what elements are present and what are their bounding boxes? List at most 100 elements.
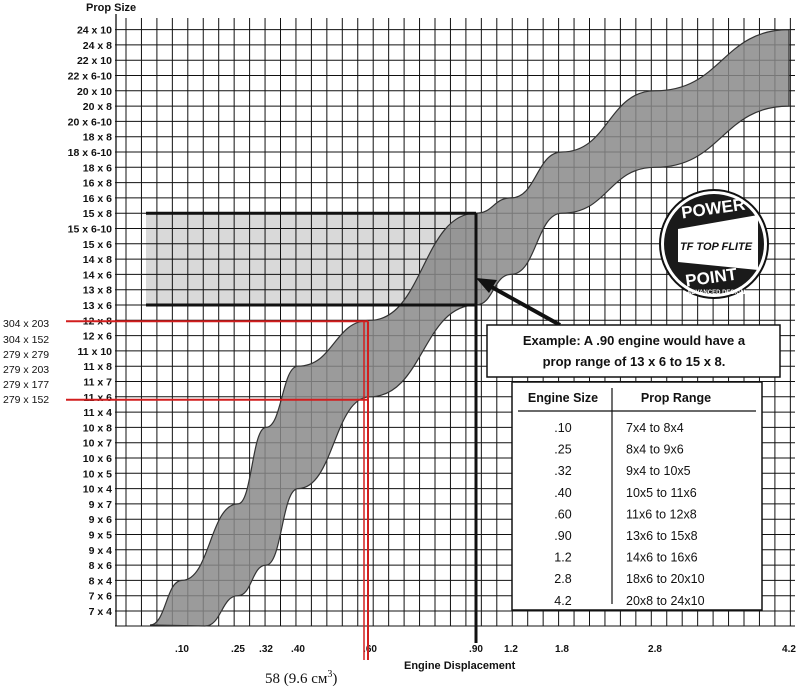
y-tick-label: 9 x 6 bbox=[89, 514, 113, 526]
x-tick-label: .90 bbox=[469, 644, 483, 655]
y-tick-label: 10 x 6 bbox=[83, 453, 112, 465]
x-tick-label: .60 bbox=[363, 644, 377, 655]
y-tick-label: 15 x 6-10 bbox=[68, 224, 113, 236]
table-cell-prop: 18x6 to 20x10 bbox=[626, 572, 705, 586]
table-cell-prop: 7x4 to 8x4 bbox=[626, 421, 684, 435]
y-tick-label: 20 x 6-10 bbox=[68, 116, 113, 128]
y-tick-label: 18 x 6-10 bbox=[68, 147, 113, 159]
table-cell-prop: 9x4 to 10x5 bbox=[626, 464, 691, 478]
y-tick-label: 11 x 8 bbox=[83, 361, 112, 373]
mm-labels: 304 x 203 304 x 152 279 x 279 279 x 203 279 … bbox=[0, 317, 66, 406]
logo-ring-text: ADVANCED DESIGN bbox=[687, 290, 745, 296]
y-tick-label: 10 x 8 bbox=[83, 422, 112, 434]
y-tick-label: 8 x 4 bbox=[89, 575, 113, 587]
y-tick-label: 11 x 4 bbox=[83, 407, 112, 419]
table-cell-engine: .32 bbox=[554, 464, 571, 478]
table-cell-engine: .25 bbox=[554, 443, 571, 457]
y-tick-label: 12 x 6 bbox=[83, 331, 112, 343]
y-tick-label: 7 x 6 bbox=[89, 591, 113, 603]
table-cell-prop: 13x6 to 15x8 bbox=[626, 529, 698, 543]
table-frame bbox=[511, 381, 763, 611]
mm-label-bg bbox=[0, 348, 66, 361]
y-tick-label: 14 x 8 bbox=[83, 254, 112, 266]
table-cell-prop: 14x6 to 16x6 bbox=[626, 551, 698, 565]
y-tick-label: 20 x 10 bbox=[77, 86, 112, 98]
y-tick-label: 22 x 6-10 bbox=[68, 71, 113, 83]
example-box-frame bbox=[486, 324, 781, 378]
mm-label-bg bbox=[0, 393, 66, 406]
x-tick-label: 1.2 bbox=[504, 644, 518, 655]
x-tick-label: .40 bbox=[291, 644, 305, 655]
mm-label: 304 x 152 bbox=[3, 334, 49, 346]
y-tick-label: 10 x 5 bbox=[83, 468, 112, 480]
table-header-prop: Prop Range bbox=[641, 391, 711, 405]
x-tick-label: 4.2 bbox=[782, 644, 796, 655]
y-tick-label: 16 x 8 bbox=[83, 178, 112, 190]
x-tick-label: .25 bbox=[231, 644, 245, 655]
bottom-note-text: 58 (9.6 см bbox=[265, 671, 328, 687]
x-tick-label: .32 bbox=[259, 644, 273, 655]
y-tick-label: 11 x 6 bbox=[83, 392, 112, 404]
y-axis-title: Prop Size bbox=[86, 2, 136, 14]
mm-label: 279 x 279 bbox=[3, 349, 49, 361]
x-tick-label: 2.8 bbox=[648, 644, 662, 655]
prop-range-band bbox=[149, 28, 790, 627]
mm-label-bg bbox=[0, 317, 66, 330]
mm-label: 304 x 203 bbox=[3, 318, 49, 330]
bottom-note-sup: 3 bbox=[327, 669, 332, 680]
example-arrowhead bbox=[476, 278, 497, 293]
table-cell-engine: .90 bbox=[554, 529, 571, 543]
table-header-engine: Engine Size bbox=[528, 391, 598, 405]
table-cell-prop: 11x6 to 12x8 bbox=[626, 507, 697, 521]
y-tick-label: 18 x 6 bbox=[83, 162, 112, 174]
y-tick-label: 16 x 6 bbox=[83, 193, 112, 205]
y-tick-label: 13 x 6 bbox=[83, 300, 112, 312]
table-cell-prop: 20x8 to 24x10 bbox=[626, 594, 705, 608]
engine-size-table: Engine Size Prop Range .10 7x4 to 8x4 .25 8… bbox=[511, 381, 763, 611]
y-axis-labels: 7 x 4 7 x 6 8 x 4 8 x 6 9 x 4 9 x 5 9 x 6 9 x 7… bbox=[68, 25, 113, 618]
table-cell-engine: .60 bbox=[554, 507, 571, 521]
y-tick-label: 24 x 8 bbox=[83, 40, 112, 52]
mm-label: 279 x 203 bbox=[3, 364, 49, 376]
y-tick-label: 9 x 5 bbox=[89, 530, 113, 542]
y-tick-label: 7 x 4 bbox=[89, 606, 113, 618]
table-cell-engine: .40 bbox=[554, 486, 571, 500]
mm-label-bg bbox=[0, 378, 66, 391]
y-tick-label: 11 x 7 bbox=[83, 377, 112, 389]
mm-label: 279 x 152 bbox=[3, 394, 49, 406]
y-tick-label: 20 x 8 bbox=[83, 101, 112, 113]
x-axis-title: Engine Displacement bbox=[404, 660, 516, 672]
logo-center-band bbox=[678, 215, 758, 270]
table-cell-engine: .10 bbox=[554, 421, 571, 435]
y-tick-label: 22 x 10 bbox=[77, 55, 112, 67]
example-arrow-shaft bbox=[487, 283, 561, 327]
table-cell-engine: 1.2 bbox=[554, 551, 571, 565]
y-tick-label: 10 x 7 bbox=[83, 438, 112, 450]
y-tick-label: 9 x 7 bbox=[89, 499, 113, 511]
table-cell-engine: 4.2 bbox=[554, 594, 571, 608]
y-tick-label: 10 x 4 bbox=[83, 484, 112, 496]
bottom-note-end: ) bbox=[332, 671, 337, 687]
x-tick-label: 1.8 bbox=[555, 644, 569, 655]
example-line-2: prop range of 13 x 6 to 15 x 8. bbox=[543, 354, 726, 369]
table-cell-prop: 8x4 to 9x6 bbox=[626, 443, 684, 457]
y-tick-label: 14 x 6 bbox=[83, 269, 112, 281]
reference-lines bbox=[64, 211, 561, 660]
logo-brand: TF TOP FLITE bbox=[680, 241, 753, 253]
bottom-note: 58 (9.6 см3) bbox=[265, 669, 337, 687]
y-tick-label: 9 x 4 bbox=[89, 545, 113, 557]
prop-range-band-layer bbox=[149, 28, 790, 627]
y-tick-label: 13 x 8 bbox=[83, 285, 112, 297]
table-cell-prop: 10x5 to 11x6 bbox=[626, 486, 697, 500]
x-axis-labels: .10 .25 .32 .40 .60 .90 1.2 1.8 2.8 4.2 bbox=[175, 644, 796, 655]
y-tick-label: 8 x 6 bbox=[89, 560, 113, 572]
y-tick-label: 15 x 6 bbox=[83, 239, 112, 251]
table-cell-engine: 2.8 bbox=[554, 572, 571, 586]
y-tick-label: 11 x 10 bbox=[78, 346, 113, 358]
y-tick-label: 24 x 10 bbox=[77, 25, 112, 37]
example-box: Example: A .90 engine would have a prop … bbox=[486, 324, 781, 378]
mm-label: 279 x 177 bbox=[3, 379, 49, 391]
mm-label-bg bbox=[0, 363, 66, 376]
x-tick-label: .10 bbox=[175, 644, 189, 655]
